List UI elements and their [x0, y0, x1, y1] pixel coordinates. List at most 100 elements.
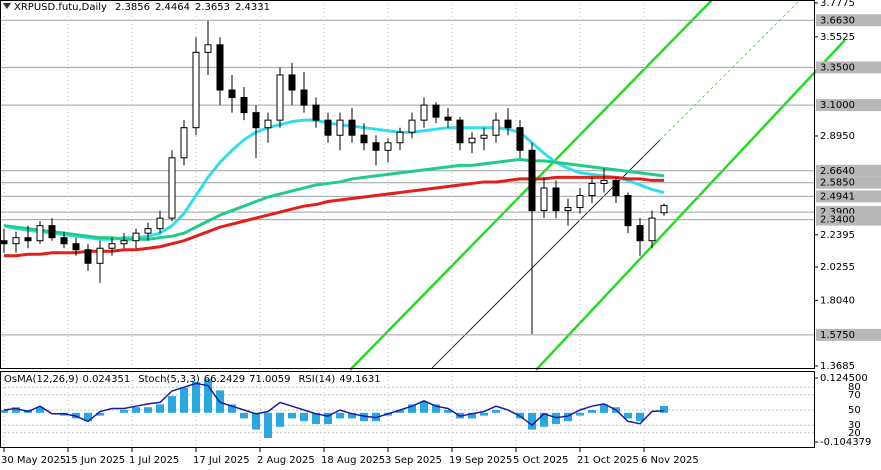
candle-body [180, 127, 188, 159]
osma-bar [564, 412, 572, 422]
candle-body [576, 195, 584, 209]
moving-average [4, 175, 664, 258]
osma-bar [252, 412, 260, 430]
indicator-readout: Stoch(5,3,3) [138, 374, 200, 385]
osma-bar [312, 412, 320, 424]
osma-bar [432, 404, 440, 413]
candle-body [288, 74, 296, 91]
y2-tick-label: 80 [848, 382, 861, 393]
candle-body [216, 44, 224, 91]
candle-body [144, 228, 152, 234]
y-tick-label: 1.3685 [820, 361, 855, 372]
candle-body [132, 232, 140, 242]
level-label-bg [816, 176, 881, 189]
osma-bar [204, 379, 212, 413]
candle-body [312, 104, 320, 121]
candle-body [96, 247, 104, 264]
osma-bar [180, 387, 188, 413]
osma-bar [264, 412, 272, 438]
osma-bar [624, 412, 632, 419]
level-label: 3.6630 [820, 15, 855, 26]
osma-bar [156, 404, 164, 413]
candle-body [240, 97, 248, 114]
candle-body [504, 119, 512, 129]
candle-body [168, 157, 176, 219]
osma-bar [0, 410, 8, 413]
level-label: 2.5850 [820, 178, 855, 189]
osma-bar [336, 412, 344, 419]
candle-body [12, 237, 20, 245]
candle-body [444, 116, 452, 121]
ohlc-readout: 2.3856 [115, 2, 150, 13]
candle-body [408, 119, 416, 133]
osma-bar [36, 407, 44, 413]
candle-body [0, 240, 8, 245]
indicator-readout: 49.1631 [339, 374, 380, 385]
osma-bar [192, 382, 200, 413]
candle-body [48, 225, 56, 239]
level-label: 2.4941 [820, 191, 855, 202]
y-tick-label: 1.8040 [820, 295, 855, 306]
candle-body [660, 205, 668, 214]
osma-bar [84, 412, 92, 422]
candle-body [84, 249, 92, 264]
y-tick-label: 2.8950 [820, 131, 855, 142]
osma-bar [120, 410, 128, 413]
candle-body [648, 217, 656, 242]
main-frame [0, 0, 815, 369]
osma-bar [636, 412, 644, 422]
candle-body [564, 207, 572, 212]
osma-bar [12, 407, 20, 413]
candle-body [588, 182, 596, 196]
x-tick-label: 6 Nov 2025 [641, 455, 699, 466]
osma-bar [492, 410, 500, 413]
candle-body [120, 240, 128, 245]
candle-body [456, 119, 464, 144]
ohlc-readout: 2.4464 [155, 2, 190, 13]
x-tick-label: 2 Aug 2025 [257, 455, 315, 466]
menu-icon[interactable] [3, 3, 11, 9]
candle-body [36, 225, 44, 242]
x-tick-label: 18 Aug 2025 [321, 455, 385, 466]
y-tick-label: 2.2395 [820, 230, 855, 241]
indicator-readout: 71.0059 [249, 374, 290, 385]
osma-bar [288, 412, 296, 419]
level-label-bg [816, 213, 881, 226]
indicator-frame [0, 371, 815, 448]
candle-body [552, 187, 560, 212]
candle-body [540, 187, 548, 212]
candle-body [156, 217, 164, 230]
candle-body [72, 243, 80, 251]
x-tick-label: 17 Jul 2025 [193, 455, 250, 466]
candle-body [204, 44, 212, 53]
osma-bar [552, 412, 560, 424]
trend-line-extension [659, 0, 801, 141]
candle-body [612, 179, 620, 196]
candle-body [432, 104, 440, 118]
level-label: 2.6640 [820, 166, 855, 177]
candle-body [600, 179, 608, 184]
osma-bar [324, 412, 332, 424]
osma-bar [132, 407, 140, 413]
moving-average [3, 157, 665, 241]
level-label-bg [816, 99, 881, 112]
candle-body [384, 142, 392, 151]
osma-bar [240, 412, 248, 419]
y-tick-label: -0.104379 [820, 437, 871, 448]
osma-bar [588, 410, 596, 413]
candle-body [516, 127, 524, 151]
level-label: 3.1000 [820, 100, 855, 111]
candle-body [192, 51, 200, 129]
candle-body [420, 104, 428, 121]
candle-body [276, 74, 284, 121]
x-tick-label: 15 Jun 2025 [65, 455, 125, 466]
y-tick-label: 0.124500 [820, 373, 868, 384]
level-label-bg [816, 61, 881, 74]
osma-bar [480, 412, 488, 416]
level-label-bg [816, 190, 881, 203]
candle-body [252, 112, 260, 129]
osma-bar [600, 404, 608, 413]
candle-body [300, 89, 308, 106]
